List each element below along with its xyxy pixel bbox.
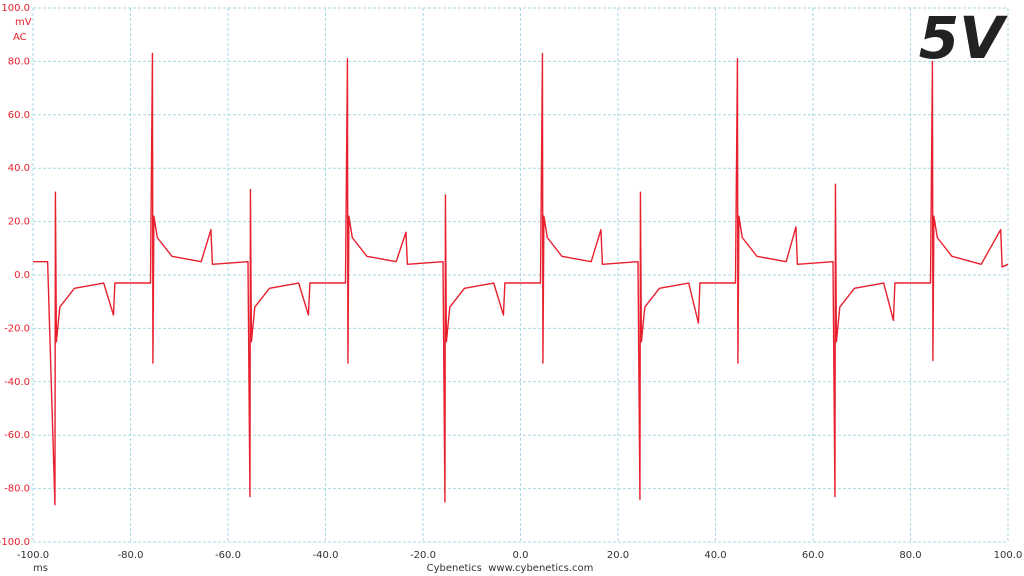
- x-tick-label: -40.0: [313, 550, 339, 561]
- x-tick-label: -80.0: [118, 550, 144, 561]
- x-tick-label: -60.0: [215, 550, 241, 561]
- x-tick-label: 100.0: [994, 550, 1023, 561]
- x-tick-label: 20.0: [607, 550, 629, 561]
- y-tick-label: 60.0: [8, 110, 30, 121]
- x-tick-label: 40.0: [704, 550, 726, 561]
- y-coupling: AC: [13, 32, 27, 43]
- y-tick-label: 80.0: [8, 56, 30, 67]
- annotation: 5V: [919, 4, 1008, 72]
- x-tick-label: 80.0: [899, 550, 921, 561]
- x-tick-label: 0.0: [513, 550, 529, 561]
- y-tick-label: -40.0: [4, 377, 30, 388]
- y-tick-label: 40.0: [8, 163, 30, 174]
- x-tick-label: -20.0: [410, 550, 436, 561]
- x-unit: ms: [33, 563, 48, 574]
- y-tick-label: -60.0: [4, 430, 30, 441]
- y-tick-label: 100.0: [1, 3, 30, 14]
- y-tick-label: 20.0: [8, 217, 30, 228]
- y-tick-label: -80.0: [4, 484, 30, 495]
- x-tick-label: 60.0: [802, 550, 824, 561]
- y-tick-label: -20.0: [4, 323, 30, 334]
- y-tick-label: 0.0: [14, 270, 30, 281]
- x-tick-label: -100.0: [17, 550, 49, 561]
- footer: Cybenetics www.cybenetics.com: [427, 563, 594, 574]
- y-tick-label: -100.0: [0, 537, 30, 548]
- signal-line: [33, 52, 1009, 506]
- y-unit: mV: [15, 17, 32, 28]
